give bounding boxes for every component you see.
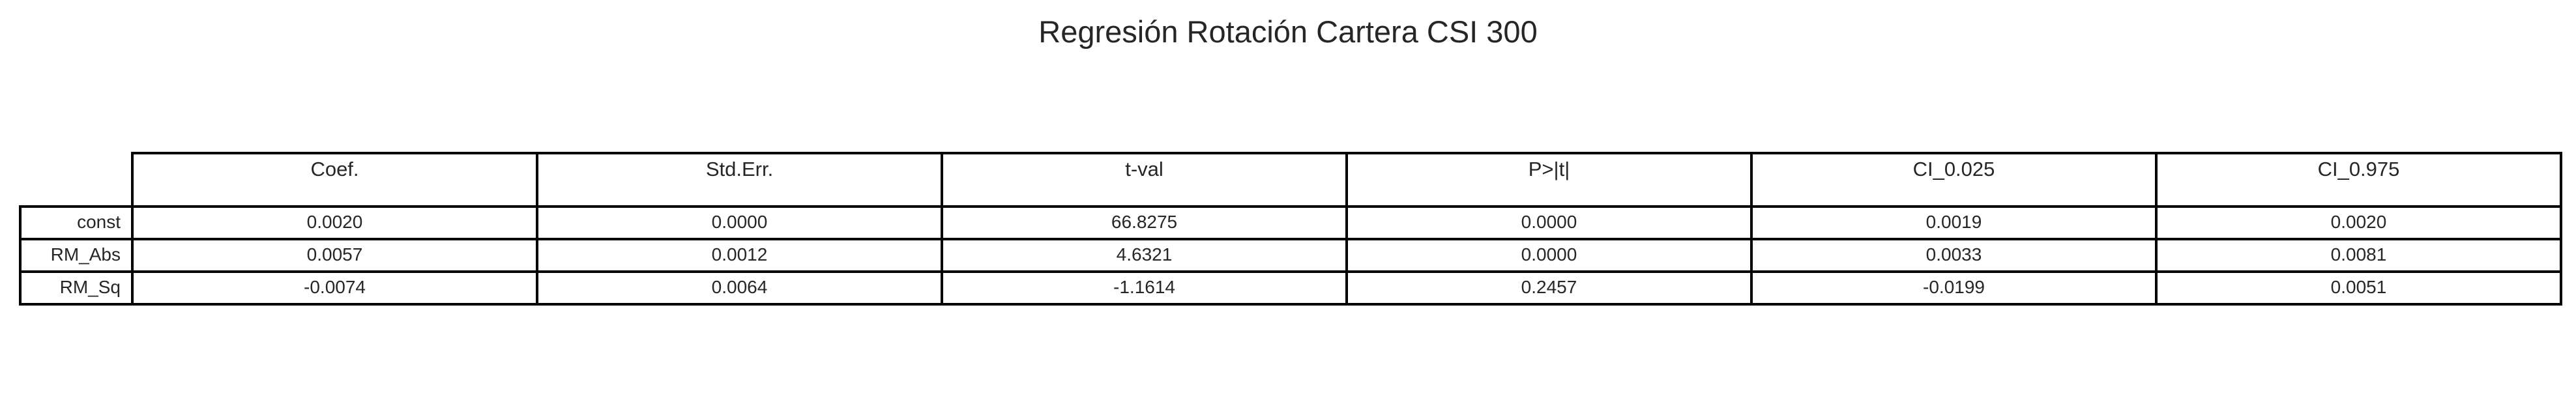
table-cell: 0.0000	[1345, 238, 1753, 273]
table-cell: 0.0064	[536, 270, 943, 306]
row-label: RM_Abs	[19, 238, 134, 273]
table-cell: 66.8275	[941, 205, 1348, 240]
table-cell: 0.0051	[2155, 270, 2562, 306]
table-cell: -0.0074	[131, 270, 538, 306]
table-header-row: Coef. Std.Err. t-val P>|t| CI_0.025 CI_0…	[20, 152, 2562, 208]
table-corner-cell	[20, 153, 132, 207]
table-cell: 4.6321	[941, 238, 1348, 273]
column-header: CI_0.975	[2155, 152, 2562, 208]
chart-title: Regresión Rotación Cartera CSI 300	[1038, 14, 1538, 49]
table-cell: 0.0020	[131, 205, 538, 240]
regression-table: Coef. Std.Err. t-val P>|t| CI_0.025 CI_0…	[19, 152, 2562, 306]
table-cell: 0.0012	[536, 238, 943, 273]
table-cell: 0.0000	[1345, 205, 1753, 240]
table-cell: -0.0199	[1750, 270, 2158, 306]
table-cell: 0.2457	[1345, 270, 1753, 306]
table-cell: 0.0019	[1750, 205, 2158, 240]
table-row: const 0.0020 0.0000 66.8275 0.0000 0.001…	[19, 205, 2562, 240]
table-row: RM_Abs 0.0057 0.0012 4.6321 0.0000 0.003…	[19, 238, 2562, 273]
table-cell: 0.0057	[131, 238, 538, 273]
column-header: t-val	[941, 152, 1348, 208]
table-row: RM_Sq -0.0074 0.0064 -1.1614 0.2457 -0.0…	[19, 270, 2562, 306]
column-header: Std.Err.	[536, 152, 943, 208]
row-label: RM_Sq	[19, 270, 134, 306]
column-header: CI_0.025	[1750, 152, 2158, 208]
column-header: P>|t|	[1345, 152, 1753, 208]
table-cell: 0.0081	[2155, 238, 2562, 273]
table-cell: -1.1614	[941, 270, 1348, 306]
table-cell: 0.0033	[1750, 238, 2158, 273]
row-label: const	[19, 205, 134, 240]
table-cell: 0.0000	[536, 205, 943, 240]
table-cell: 0.0020	[2155, 205, 2562, 240]
column-header: Coef.	[131, 152, 538, 208]
